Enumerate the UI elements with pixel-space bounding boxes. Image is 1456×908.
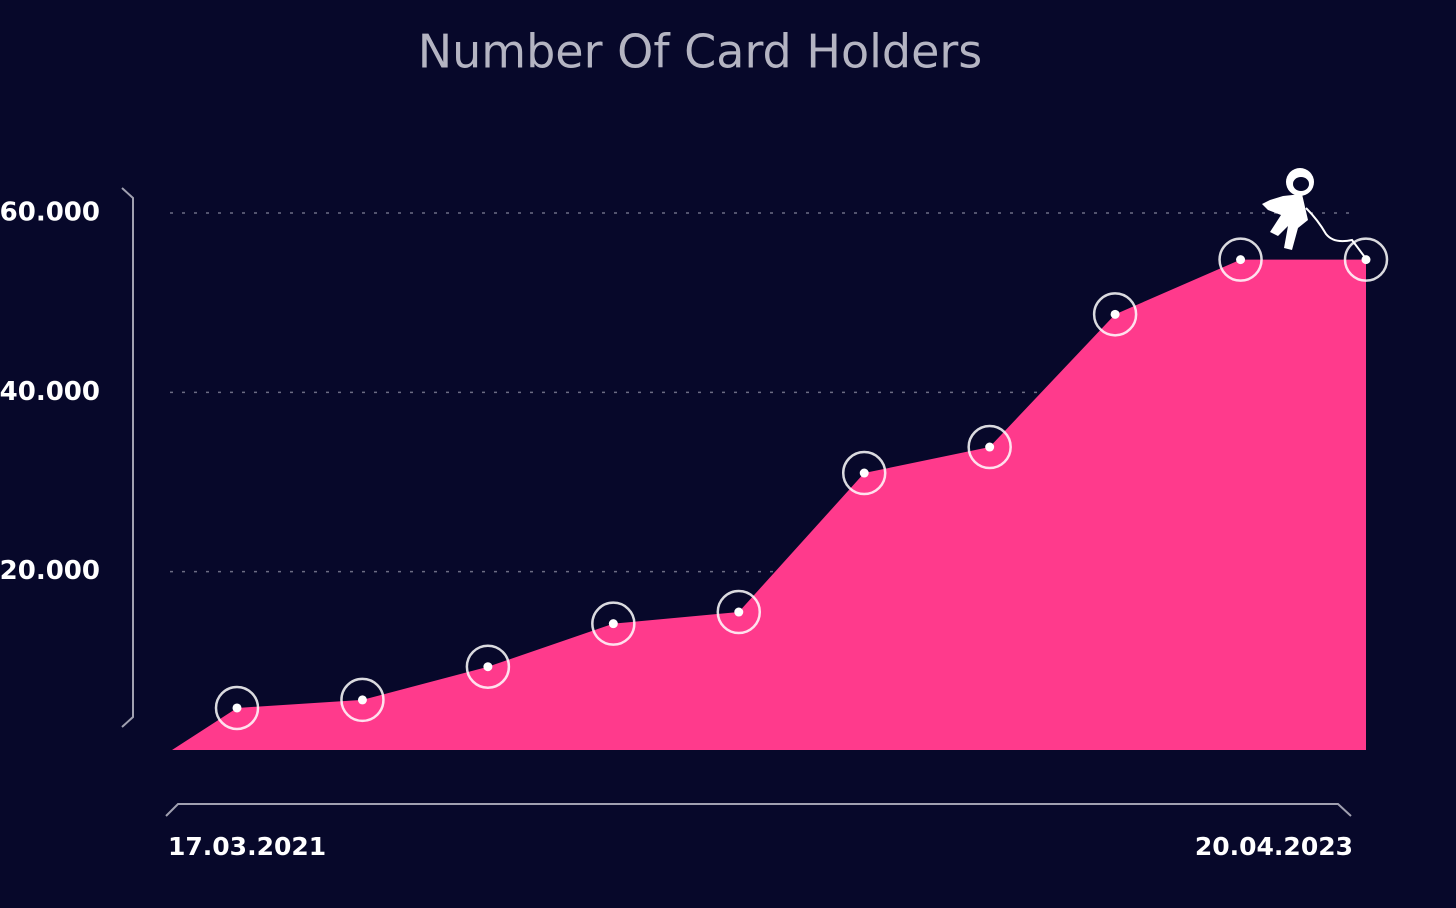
marker-ring	[716, 589, 762, 635]
x-end-label: 20.04.2023	[1195, 832, 1353, 861]
astronaut-icon	[1262, 168, 1365, 257]
marker-ring	[967, 424, 1012, 470]
marker-dot	[483, 662, 493, 672]
marker-ring	[1343, 237, 1389, 282]
marker-dot	[734, 607, 744, 617]
y-tick-label: 40.000	[0, 377, 100, 407]
marker-dot	[232, 703, 242, 713]
marker-ring	[841, 450, 887, 496]
marker-dot	[357, 695, 367, 705]
plot	[172, 237, 1389, 750]
chart-title: Number Of Card Holders	[418, 25, 983, 79]
y-tick-label: 60.000	[0, 198, 100, 228]
marker-ring	[340, 677, 385, 723]
marker-dot	[1110, 309, 1120, 319]
marker-dot	[1361, 255, 1371, 265]
x-start-label: 17.03.2021	[168, 832, 326, 861]
y-tick-label: 20.000	[0, 556, 100, 586]
marker-ring	[465, 644, 511, 689]
marker-ring	[214, 685, 260, 731]
marker-dot	[859, 468, 869, 478]
marker-dot	[1236, 255, 1246, 265]
marker-ring	[591, 601, 636, 646]
marker-dot	[608, 619, 618, 629]
y-axis	[121, 187, 134, 728]
area	[172, 259, 1366, 750]
marker-dot	[985, 442, 995, 452]
marker-ring	[1092, 292, 1138, 337]
x-axis	[165, 803, 1352, 817]
marker-ring	[1218, 237, 1263, 282]
